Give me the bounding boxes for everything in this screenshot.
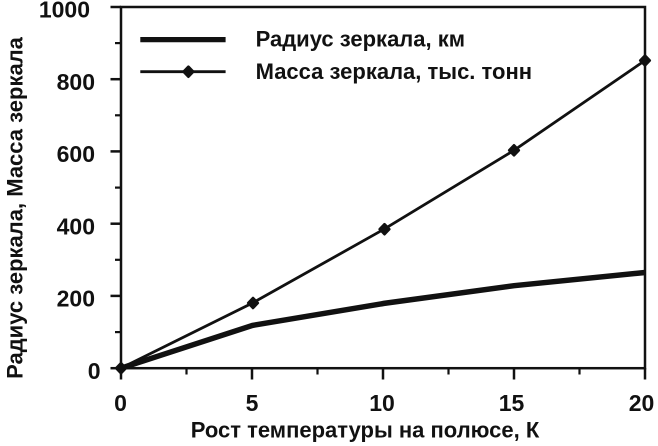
svg-text:15: 15 — [499, 390, 525, 416]
svg-text:1000: 1000 — [39, 0, 90, 23]
svg-text:400: 400 — [57, 213, 95, 239]
svg-text:Радиус зеркала, Масса зеркала: Радиус зеркала, Масса зеркала — [2, 36, 27, 379]
svg-text:10: 10 — [369, 390, 395, 416]
svg-text:0: 0 — [114, 390, 127, 416]
svg-text:Рост температуры на полюсе, К: Рост температуры на полюсе, К — [191, 418, 540, 443]
svg-text:600: 600 — [57, 141, 95, 167]
svg-text:800: 800 — [57, 69, 95, 95]
svg-text:5: 5 — [246, 390, 259, 416]
svg-text:Радиус зеркала, км: Радиус зеркала, км — [256, 27, 465, 52]
svg-text:200: 200 — [57, 286, 95, 312]
svg-text:Масса зеркала, тыс. тонн: Масса зеркала, тыс. тонн — [256, 59, 532, 84]
svg-text:20: 20 — [629, 390, 655, 416]
svg-text:0: 0 — [88, 358, 101, 384]
